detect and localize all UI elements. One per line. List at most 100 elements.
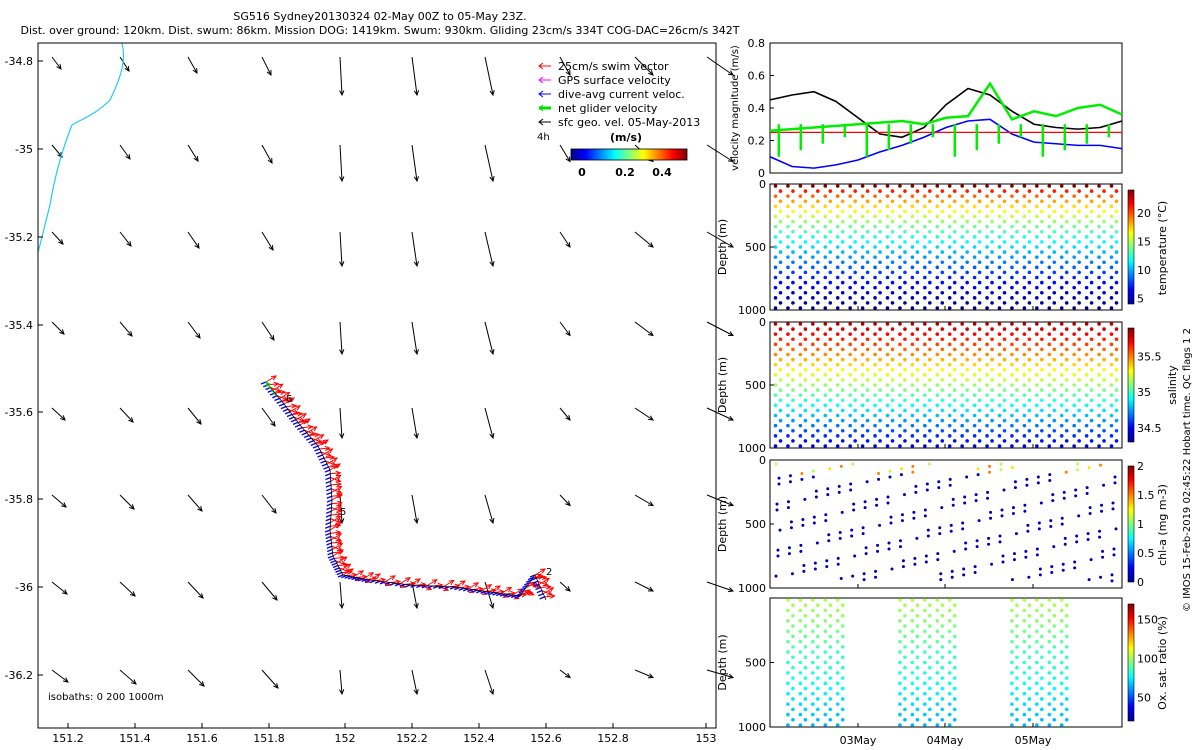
profile-marker (1035, 403, 1039, 408)
profile-marker (910, 265, 915, 270)
profile-marker (865, 290, 870, 295)
profile-marker (1040, 634, 1044, 639)
profile-marker (1064, 470, 1068, 474)
swim-vector (277, 395, 288, 401)
profile-marker (1015, 347, 1019, 352)
profile-marker (1010, 578, 1014, 582)
profile-marker (1084, 434, 1089, 438)
profile-marker (801, 523, 805, 527)
profile-marker (972, 413, 977, 418)
map-x-tick-label: 151.6 (186, 732, 218, 745)
profile-marker (1077, 250, 1081, 254)
profile-marker (1052, 327, 1057, 331)
profile-marker (997, 235, 1002, 239)
profile-marker (903, 665, 907, 670)
profile-marker (1027, 280, 1032, 285)
geo-velocity-arrow (727, 331, 735, 337)
swim-vector (341, 556, 348, 562)
profile-marker (915, 603, 920, 608)
profile-marker (928, 270, 932, 275)
profile-marker (791, 645, 795, 649)
profile-marker (851, 574, 855, 578)
profile-marker (939, 578, 943, 582)
profile-marker (947, 322, 952, 326)
profile-marker (947, 373, 952, 377)
profile-marker (940, 439, 945, 443)
profile-marker (1047, 629, 1052, 634)
current-vector (531, 577, 537, 581)
profile-marker (1026, 529, 1030, 533)
profile-marker (915, 536, 919, 540)
profile-marker (778, 219, 783, 224)
profile-marker (1072, 285, 1076, 290)
profile-marker (915, 290, 920, 295)
profile-marker (965, 347, 969, 352)
swim-vector (345, 563, 352, 569)
current-vector (532, 580, 539, 584)
profile-marker (910, 194, 915, 198)
profile-marker (910, 342, 915, 347)
profile-marker (964, 541, 968, 545)
profile-marker (1064, 260, 1069, 265)
profile-marker (952, 327, 957, 331)
profile-marker (898, 598, 902, 602)
current-vector (475, 590, 482, 594)
profile-marker (885, 255, 890, 259)
profile-marker (915, 327, 920, 331)
profile-marker (873, 275, 877, 280)
profile-marker (976, 473, 980, 477)
profile-marker (990, 189, 994, 193)
profile-marker (947, 691, 952, 696)
legend-swatch (538, 76, 544, 84)
current-vector (495, 592, 502, 597)
profile-marker (947, 265, 952, 270)
profile-marker (836, 556, 840, 560)
profile-marker (910, 296, 915, 300)
profile-marker (1072, 214, 1076, 219)
profile-marker (853, 388, 857, 392)
geo-velocity-arrow (187, 494, 203, 512)
profile-marker (1060, 522, 1064, 526)
profile-marker (840, 398, 845, 403)
profile-marker (849, 488, 853, 492)
profile-marker (923, 352, 927, 357)
profile-marker (1002, 229, 1007, 234)
profile-marker (885, 306, 890, 310)
geo-velocity-arrow (187, 669, 205, 687)
profile-marker (811, 723, 815, 727)
profile-marker (865, 199, 870, 204)
profile-marker (1027, 189, 1032, 193)
geo-velocity-arrow (267, 157, 273, 165)
profile-marker (773, 255, 778, 259)
swim-vector (265, 375, 277, 383)
profile-marker (889, 515, 893, 519)
swim-vector (304, 429, 315, 435)
profile-marker (1015, 219, 1019, 224)
profile-marker (1036, 481, 1040, 485)
profile-marker (1059, 373, 1064, 377)
profile-marker (778, 378, 783, 382)
geo-velocity-arrow (270, 420, 276, 427)
profile-marker (863, 500, 867, 504)
profile-marker (935, 224, 940, 229)
profile-marker (1073, 566, 1077, 570)
current-vector (351, 576, 357, 581)
profile-marker (948, 483, 952, 487)
map-x-tick-label: 152.2 (396, 732, 428, 745)
swim-vector (308, 434, 320, 436)
velocity-y-tick-label: 0.6 (748, 70, 766, 83)
profile-marker (928, 280, 932, 285)
profile-marker (1052, 229, 1057, 234)
profile-marker (778, 290, 783, 295)
profile-marker (952, 199, 957, 204)
profile-marker (840, 697, 845, 701)
profile-marker (947, 619, 952, 623)
profile-marker (985, 204, 989, 209)
current-vector (522, 584, 528, 589)
profile-marker (811, 194, 815, 198)
profile-marker (835, 342, 840, 347)
profile-marker (803, 439, 808, 443)
geo-velocity-arrow (413, 433, 419, 440)
profile-marker (1064, 717, 1069, 722)
profile-marker (811, 475, 815, 479)
